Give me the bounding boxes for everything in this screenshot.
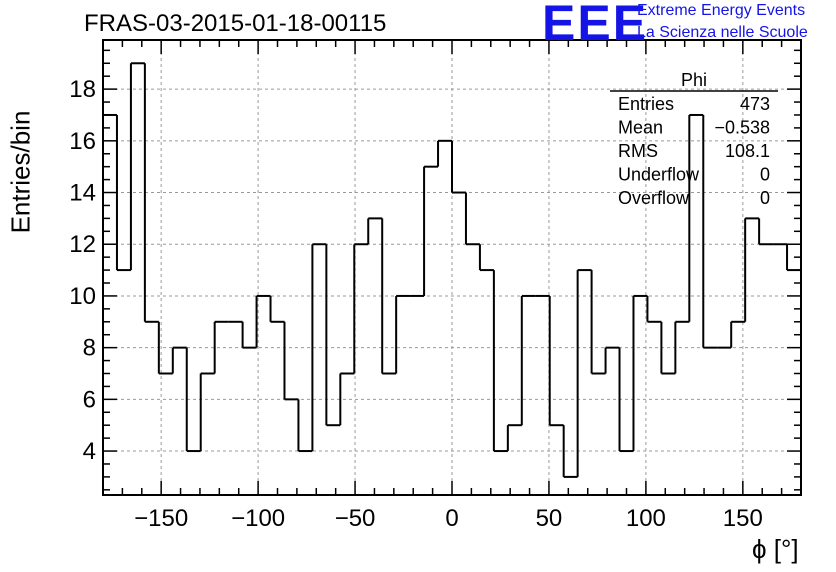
y-tick-label: 12 xyxy=(69,231,96,258)
y-axis-label: Entries/bin xyxy=(5,110,36,234)
y-tick-label: 18 xyxy=(69,76,96,103)
stats-row-value: 473 xyxy=(740,94,770,114)
x-tick-label: 100 xyxy=(626,505,666,532)
stats-row-label: Entries xyxy=(618,94,674,114)
stats-row-label: Mean xyxy=(618,118,663,138)
chart-title: FRAS-03-2015-01-18-00115 xyxy=(84,10,387,37)
axis-ticks xyxy=(103,40,801,495)
x-tick-label: −100 xyxy=(231,505,285,532)
y-tick-label: 10 xyxy=(69,283,96,310)
y-tick-label: 8 xyxy=(83,335,96,362)
stats-row-value: 0 xyxy=(760,188,770,208)
x-tick-label: 50 xyxy=(536,505,563,532)
stats-box: Phi Entries 473 Mean −0.538 RMS 108.1 Underflow… xyxy=(610,70,778,208)
x-tick-label: −150 xyxy=(134,505,188,532)
histogram-bars xyxy=(103,62,801,478)
stats-row-label: Overflow xyxy=(618,188,690,208)
logo-line-1: Extreme Energy Events xyxy=(637,2,806,19)
x-axis-label: ϕ [°] xyxy=(752,534,799,564)
stats-box-title: Phi xyxy=(681,70,707,90)
eee-logo: EEE xyxy=(542,0,649,51)
stats-row-value: 108.1 xyxy=(725,141,770,161)
tick-labels: −150 −100 −50 0 50 100 150 4 6 8 10 12 14 16 18 xyxy=(69,76,763,532)
stats-row-label: Underflow xyxy=(618,165,700,185)
stats-row-value: −0.538 xyxy=(714,118,770,138)
x-tick-label: 0 xyxy=(445,505,458,532)
stats-row-value: 0 xyxy=(760,165,770,185)
y-axis-label-box: Entries/bin xyxy=(5,110,36,234)
x-tick-label: −50 xyxy=(335,505,376,532)
y-tick-label: 4 xyxy=(83,438,96,465)
stats-row-label: RMS xyxy=(618,141,658,161)
logo-line-2: La Scienza nelle Scuole xyxy=(637,24,808,41)
y-tick-label: 16 xyxy=(69,128,96,155)
y-tick-label: 14 xyxy=(69,180,96,207)
y-tick-label: 6 xyxy=(83,386,96,413)
x-tick-label: 150 xyxy=(723,505,763,532)
grid-lines xyxy=(103,40,801,495)
